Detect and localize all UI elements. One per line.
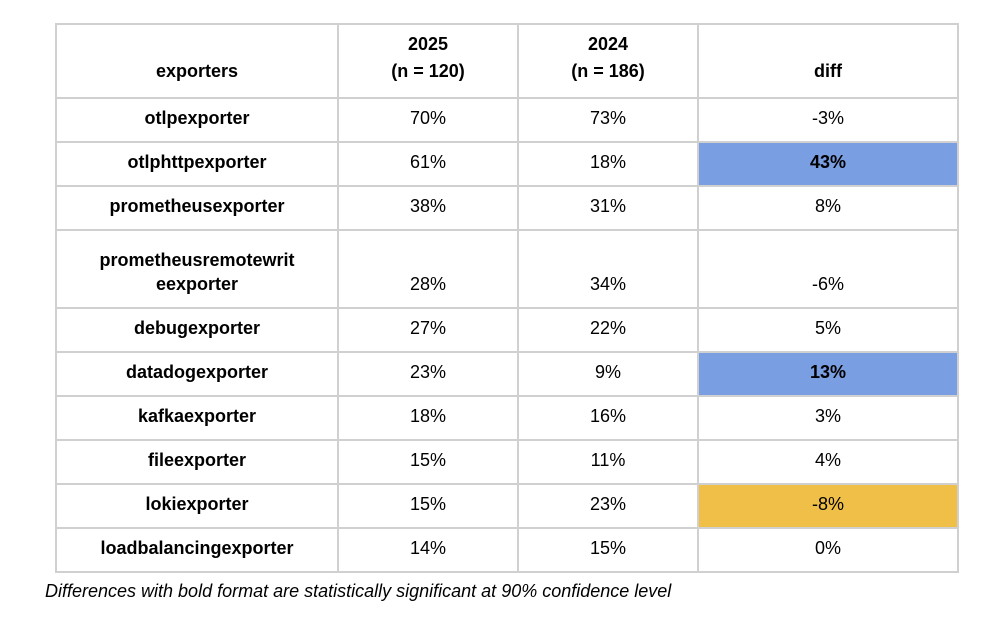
table-row-fileexporter: fileexporter 15% 11% 4%	[55, 439, 959, 485]
table-row-otlpexporter: otlpexporter 70% 73% -3%	[55, 97, 959, 143]
column-header-2024: 2024 (n = 186)	[517, 23, 699, 99]
value-2025: 18%	[337, 395, 519, 441]
value-diff: 13%	[697, 351, 959, 397]
header-line-2: diff	[814, 61, 842, 81]
footnote: Differences with bold format are statist…	[45, 581, 672, 601]
value-2024: 23%	[517, 483, 699, 529]
value-2025: 70%	[337, 97, 519, 143]
value-2024: 34%	[517, 229, 699, 309]
value-diff: 3%	[697, 395, 959, 441]
header-line-2: (n = 120)	[391, 61, 465, 81]
value-2024: 73%	[517, 97, 699, 143]
value-diff: 8%	[697, 185, 959, 231]
table-row-prometheusremotewriteexporter: prometheusremotewriteexporter 28% 34% -6%	[55, 229, 959, 309]
header-line-1: 2025	[407, 34, 449, 54]
header-line-2: exporters	[155, 61, 239, 81]
value-2024: 18%	[517, 141, 699, 187]
row-label: prometheusremotewriteexporter	[55, 229, 339, 309]
row-label: otlphttpexporter	[55, 141, 339, 187]
value-2024: 9%	[517, 351, 699, 397]
value-2024: 31%	[517, 185, 699, 231]
value-diff: 4%	[697, 439, 959, 485]
value-2025: 27%	[337, 307, 519, 353]
header-line-2: (n = 186)	[571, 61, 645, 81]
table-body: otlpexporter 70% 73% -3% otlphttpexporter 61%…	[55, 97, 959, 573]
value-2025: 61%	[337, 141, 519, 187]
exporters-table: exporters 2025 (n = 120) 2024 (n = 186) …	[55, 23, 959, 573]
column-header-2025: 2025 (n = 120)	[337, 23, 519, 99]
value-diff: 43%	[697, 141, 959, 187]
value-2024: 11%	[517, 439, 699, 485]
value-diff: 0%	[697, 527, 959, 573]
row-label: lokiexporter	[55, 483, 339, 529]
header-row: exporters 2025 (n = 120) 2024 (n = 186) …	[55, 23, 959, 99]
table-row-prometheusexporter: prometheusexporter 38% 31% 8%	[55, 185, 959, 231]
column-header-exporters: exporters	[55, 23, 339, 99]
table-row-datadogexporter: datadogexporter 23% 9% 13%	[55, 351, 959, 397]
table-row-loadbalancingexporter: loadbalancingexporter 14% 15% 0%	[55, 527, 959, 573]
value-2024: 15%	[517, 527, 699, 573]
row-label: loadbalancingexporter	[55, 527, 339, 573]
column-header-diff: diff	[697, 23, 959, 99]
value-2024: 16%	[517, 395, 699, 441]
table-row-debugexporter: debugexporter 27% 22% 5%	[55, 307, 959, 353]
value-2025: 15%	[337, 439, 519, 485]
value-2024: 22%	[517, 307, 699, 353]
table-row-kafkaexporter: kafkaexporter 18% 16% 3%	[55, 395, 959, 441]
row-label: datadogexporter	[55, 351, 339, 397]
value-2025: 14%	[337, 527, 519, 573]
row-label: debugexporter	[55, 307, 339, 353]
value-diff: 5%	[697, 307, 959, 353]
value-2025: 15%	[337, 483, 519, 529]
row-label: kafkaexporter	[55, 395, 339, 441]
value-diff: -3%	[697, 97, 959, 143]
value-2025: 23%	[337, 351, 519, 397]
value-2025: 28%	[337, 229, 519, 309]
table-row-lokiexporter: lokiexporter 15% 23% -8%	[55, 483, 959, 529]
value-diff: -8%	[697, 483, 959, 529]
table-row-otlphttpexporter: otlphttpexporter 61% 18% 43%	[55, 141, 959, 187]
row-label: fileexporter	[55, 439, 339, 485]
row-label: prometheusexporter	[55, 185, 339, 231]
header-line-1: 2024	[587, 34, 629, 54]
value-2025: 38%	[337, 185, 519, 231]
value-diff: -6%	[697, 229, 959, 309]
row-label: otlpexporter	[55, 97, 339, 143]
